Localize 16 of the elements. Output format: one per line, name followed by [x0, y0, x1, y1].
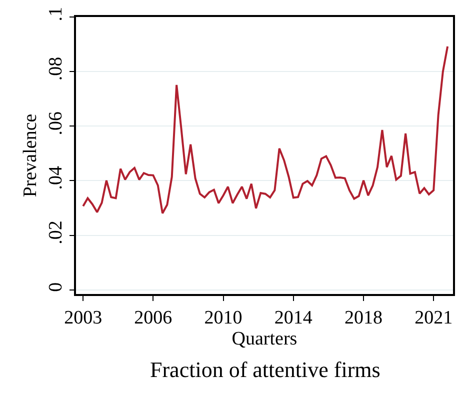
x-tick-label: 2006	[134, 308, 172, 329]
y-tick-label: .04	[46, 166, 67, 190]
x-tick-label: 2014	[274, 308, 313, 329]
x-axis-title: Quarters	[232, 328, 298, 350]
y-tick-label: .08	[46, 56, 67, 81]
x-tick-label: 2010	[204, 308, 242, 329]
x-tick-label: 2018	[344, 308, 383, 329]
y-axis-title: Prevalence	[20, 114, 41, 198]
y-tick-label: .1	[46, 7, 67, 22]
y-tick-label: .06	[46, 111, 67, 136]
x-tick-label: 2021	[414, 308, 453, 329]
x-tick-label: 2003	[64, 308, 102, 329]
text: Fraction of attentive firms	[150, 357, 380, 382]
y-tick-label: .02	[46, 220, 67, 244]
line-series	[82, 45, 449, 214]
y-tick-label: 0	[46, 282, 67, 292]
